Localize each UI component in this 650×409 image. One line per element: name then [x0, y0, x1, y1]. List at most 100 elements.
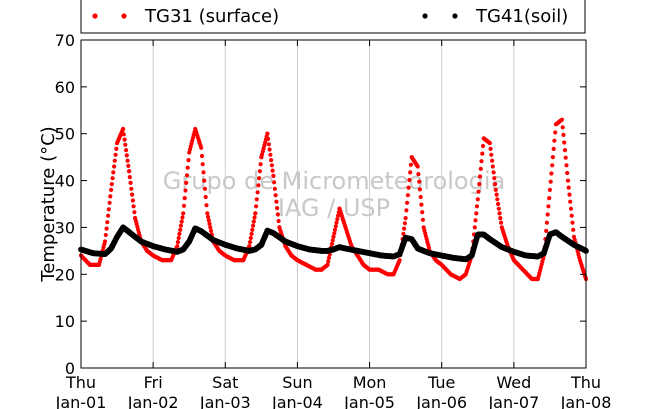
data-point: [269, 163, 274, 168]
watermark: Grupo de Micrometeorologia IAG / USP: [163, 167, 505, 222]
legend-label-tg31: TG31 (surface): [144, 6, 279, 27]
data-point: [208, 225, 213, 230]
data-point: [326, 255, 332, 260]
data-point: [256, 183, 261, 188]
data-point: [335, 213, 341, 218]
data-point: [252, 215, 257, 220]
data-point: [547, 196, 552, 201]
data-point: [126, 163, 131, 168]
data-point: [270, 168, 275, 173]
data-point: [203, 194, 208, 200]
data-point: [489, 152, 494, 157]
y-tick-label: 30: [55, 218, 75, 237]
data-point: [181, 203, 187, 208]
data-point: [477, 182, 482, 187]
data-point: [124, 153, 129, 158]
data-point: [111, 170, 116, 175]
data-point: [473, 218, 478, 223]
y-tick-label: 20: [55, 265, 75, 284]
series-tg31: [78, 117, 589, 282]
data-point: [562, 140, 567, 145]
data-point: [499, 220, 504, 225]
data-point: [544, 228, 549, 233]
data-point: [403, 216, 408, 221]
data-point: [402, 226, 407, 231]
data-point: [185, 165, 190, 170]
data-point: [254, 204, 259, 209]
data-point: [475, 197, 480, 202]
data-point: [254, 197, 259, 202]
y-axis: 0 10 20 30 40 50 60 70: [55, 31, 586, 378]
data-point: [547, 187, 553, 192]
y-tick-label: 0: [65, 359, 75, 378]
x-tick-day-label: Thu: [570, 373, 601, 392]
data-point: [550, 155, 556, 160]
data-point: [269, 158, 274, 163]
data-point: [497, 211, 502, 216]
data-point: [553, 130, 558, 135]
data-point: [125, 158, 130, 163]
data-point: [131, 204, 136, 209]
data-point: [200, 162, 205, 167]
data-point: [255, 190, 260, 195]
x-tick-day-label: Wed: [496, 373, 531, 392]
data-point: [248, 235, 253, 241]
data-point: [113, 152, 118, 157]
data-point: [420, 210, 425, 215]
data-point: [114, 146, 119, 151]
data-point: [405, 200, 410, 205]
data-point: [265, 131, 270, 136]
x-tick-date-label: Jan-02: [127, 393, 179, 409]
data-point: [494, 192, 499, 197]
data-point: [551, 146, 556, 151]
data-point: [103, 232, 108, 238]
data-point: [418, 194, 423, 200]
data-point: [105, 220, 110, 225]
data-point: [129, 186, 134, 191]
data-point: [108, 194, 113, 199]
data-point: [205, 211, 210, 216]
data-point: [496, 201, 501, 207]
data-point: [408, 162, 413, 167]
data-point: [177, 231, 182, 236]
data-point: [178, 227, 183, 232]
data-point: [176, 235, 181, 241]
data-point: [266, 136, 271, 142]
data-point: [204, 203, 209, 208]
data-point: [258, 162, 263, 167]
legend-item-tg31: TG31 (surface): [92, 6, 279, 27]
data-point: [406, 185, 411, 190]
data-point: [127, 169, 132, 174]
legend: TG31 (surface) TG41(soil): [80, 0, 586, 34]
y-tick-label: 50: [55, 125, 75, 144]
data-point: [415, 164, 420, 169]
data-point: [272, 186, 277, 191]
data-point: [568, 206, 574, 211]
data-point: [548, 179, 553, 184]
data-point: [420, 217, 425, 222]
y-tick-label: 70: [55, 31, 75, 50]
data-point: [544, 220, 550, 225]
data-point: [487, 141, 492, 146]
data-point: [566, 185, 571, 190]
data-point: [561, 132, 566, 137]
data-point: [106, 213, 111, 218]
x-tick-day-label: Fri: [144, 373, 163, 392]
x-tick-date-label: Jan-01: [55, 393, 107, 409]
data-point: [565, 170, 570, 176]
data-point: [257, 176, 262, 181]
data-point: [267, 147, 272, 152]
data-point: [404, 208, 409, 213]
x-tick-day-label: Sun: [282, 373, 312, 392]
grid-lines: [152, 40, 515, 368]
data-point: [175, 244, 180, 249]
data-point: [130, 192, 135, 197]
x-tick-date-label: Jan-06: [415, 393, 467, 409]
legend-box: [80, 0, 586, 34]
data-point: [128, 180, 133, 185]
data-point: [121, 126, 126, 132]
data-point: [492, 176, 497, 181]
x-axis: ThuJan-01FriJan-02SatJan-03SunJan-04MonJ…: [55, 40, 611, 409]
data-point: [479, 159, 484, 164]
